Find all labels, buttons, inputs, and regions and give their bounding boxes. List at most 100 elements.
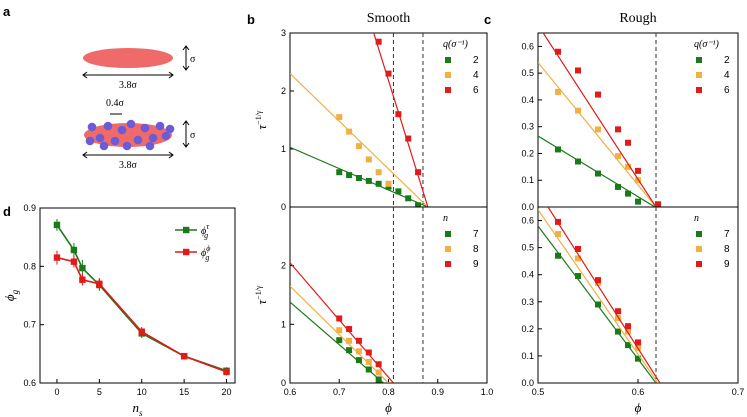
- point-c-top-4-1: [575, 107, 581, 114]
- point-c-bottom-7-1: [575, 273, 581, 280]
- panel-label-b: b: [247, 12, 255, 27]
- y-tick-label: 0.0: [521, 378, 534, 388]
- y-tick-label: 0.6: [521, 41, 534, 51]
- point-c-top-2-4: [625, 190, 631, 197]
- bead-7: [140, 123, 150, 133]
- point-c-top-6-4: [625, 139, 631, 146]
- legend-swatch: [696, 246, 702, 252]
- y-tick-label: 1: [281, 319, 286, 329]
- x-tick-label: 0.7: [333, 387, 346, 397]
- point-b-top-2-2: [355, 175, 362, 181]
- height-arrowheads-bottom: [182, 120, 190, 148]
- legend-swatch: [696, 87, 702, 93]
- legend-label: ϕτ g: [201, 222, 210, 240]
- point-c-bottom-9-2: [595, 277, 601, 284]
- height-label-bottom: σ: [190, 130, 196, 141]
- point-c-bottom-9-1: [575, 245, 581, 252]
- x-tick-label: 0.6: [632, 387, 645, 397]
- panel-label-a: a: [3, 4, 11, 19]
- height-label-top: σ: [190, 54, 196, 65]
- point-b-bottom-7-2: [355, 357, 362, 364]
- y-tick-label: 1: [281, 144, 286, 154]
- fit-line-8: [538, 209, 659, 383]
- point-c-bottom-9-0: [555, 218, 561, 225]
- point-c-top-2-5: [635, 198, 641, 205]
- y-tick-label: 0.2: [521, 324, 534, 334]
- point-c-bottom-7-0: [555, 252, 561, 259]
- legend-label: 8: [473, 244, 479, 255]
- point-b-bottom-9-1: [346, 326, 353, 333]
- legend-title: n: [443, 213, 448, 224]
- point-b-top-6-4: [415, 169, 422, 176]
- point-b-top-2-0: [336, 169, 343, 176]
- point-b-top-6-1: [385, 70, 392, 77]
- fit-line-4: [290, 73, 429, 207]
- x-tick-label: 0.6: [284, 387, 297, 397]
- point-c-top-2-2: [595, 170, 601, 177]
- legend-swatch: [445, 231, 451, 237]
- bead-5: [126, 119, 136, 129]
- bead-1: [95, 133, 105, 143]
- point-b-bottom-8-2: [355, 348, 362, 355]
- point-b-top-4-3: [365, 156, 372, 163]
- point-b-bottom-8-3: [365, 358, 372, 365]
- point-c-bottom-8-1: [575, 255, 581, 262]
- point-b-top-2-7: [405, 195, 412, 202]
- point-d-0-2: [79, 264, 86, 272]
- legend-label: 2: [724, 55, 730, 66]
- legend-label: 9: [724, 259, 730, 270]
- point-b-top-6-2: [395, 111, 402, 118]
- legend-label: 6: [473, 85, 479, 96]
- legend-title: q(σ⁻¹): [443, 39, 469, 50]
- point-c-top-4-4: [625, 163, 631, 170]
- fit-line-8: [290, 285, 389, 383]
- height-arrowheads-top: [182, 45, 190, 71]
- chart-title: Smooth: [367, 11, 411, 26]
- bead-3: [110, 136, 120, 146]
- y-tick-label: 0.6: [521, 216, 534, 226]
- legend-swatch: [696, 261, 702, 267]
- chart-c-top: 0.0 0.1 0.2 0.3 0.4 0.5 0.6 Rough q(σ⁻¹) 2 4 6: [521, 11, 739, 212]
- plot-frame: [289, 206, 488, 384]
- point-b-bottom-8-0: [336, 327, 343, 334]
- x-tick-label: 10: [137, 387, 147, 397]
- legend-swatch: [445, 72, 451, 78]
- point-c-top-2-3: [615, 183, 621, 190]
- x-tick-label: 20: [222, 387, 232, 397]
- point-c-top-2-1: [575, 158, 581, 165]
- point-b-bottom-9-0: [336, 315, 343, 322]
- bead-0: [87, 122, 97, 132]
- x-tick-label: 0.8: [382, 387, 395, 397]
- chart-b-bottom: 0 1 2 0.6 0.7 0.8 0.9 1.0 n 7 8 9 τ−1/γ ϕ: [254, 206, 494, 415]
- point-b-top-4-0: [336, 114, 343, 121]
- bead-15: [165, 124, 175, 134]
- point-b-bottom-9-4: [375, 361, 382, 368]
- panel-label-d: d: [3, 204, 11, 219]
- x-tick-label: 1.0: [481, 387, 494, 397]
- point-c-top-6-0: [555, 48, 561, 55]
- legend-swatch: [445, 261, 451, 267]
- legend-label: 4: [724, 70, 730, 81]
- y-axis-label: τ−1/γ: [254, 110, 269, 129]
- point-c-top-6-1: [575, 67, 581, 74]
- chart-b-top: 0 1 2 3 Smooth q(σ⁻¹) 2 4 6 τ−1/γ: [254, 11, 488, 212]
- legend-label: 8: [724, 244, 730, 255]
- point-b-top-2-3: [365, 177, 372, 184]
- y-tick-label: 0.1: [521, 351, 534, 361]
- bead-6: [133, 135, 143, 145]
- point-b-bottom-8-1: [346, 337, 353, 344]
- point-c-bottom-7-4: [625, 342, 631, 349]
- point-d-1-6: [223, 368, 230, 376]
- legend-label: 7: [724, 229, 730, 240]
- point-b-bottom-9-2: [355, 337, 362, 344]
- point-b-top-4-4: [375, 169, 382, 176]
- legend-label: ϕϕ g: [201, 244, 210, 262]
- x-axis-label: ϕ: [635, 400, 642, 415]
- y-tick-label: 0.5: [521, 68, 534, 78]
- point-b-bottom-8-4: [375, 369, 382, 376]
- x-axis-label: ns: [132, 400, 143, 417]
- legend-swatch: [183, 226, 190, 234]
- chart-c-bottom: 0.0 0.1 0.2 0.3 0.4 0.5 0.6 0.5 0.6 0.7 n 7 8 9 ϕ: [521, 206, 744, 415]
- point-c-bottom-8-4: [625, 328, 631, 335]
- point-d-0-0: [53, 221, 61, 229]
